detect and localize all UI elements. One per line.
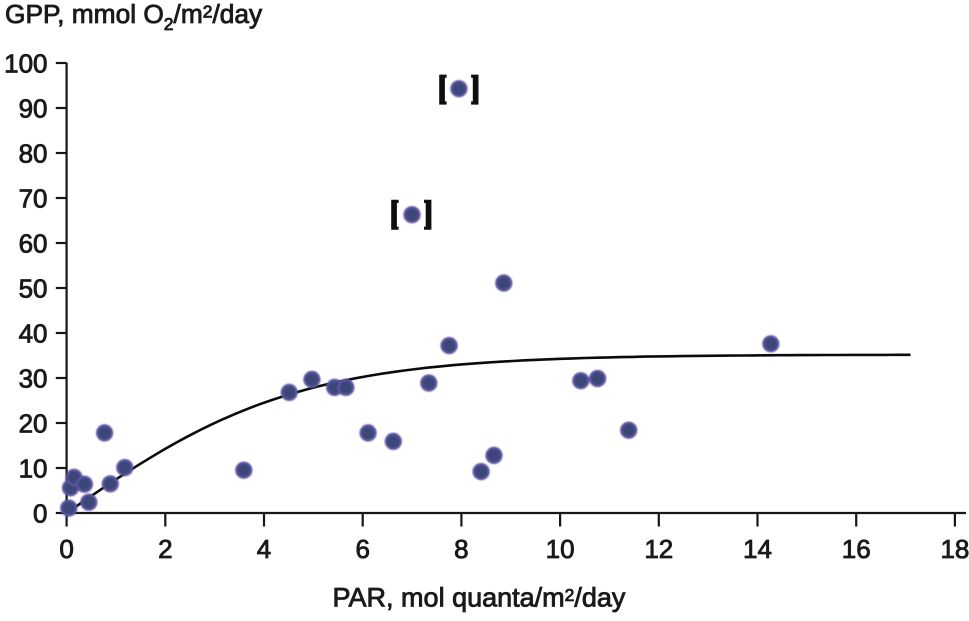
svg-text:8: 8 [454, 534, 468, 564]
svg-text:18: 18 [940, 534, 969, 564]
svg-text:14: 14 [743, 534, 772, 564]
svg-text:70: 70 [19, 184, 48, 214]
svg-text:50: 50 [19, 274, 48, 304]
svg-text:40: 40 [19, 319, 48, 349]
svg-text:12: 12 [644, 534, 673, 564]
svg-text:4: 4 [257, 534, 271, 564]
svg-text:2: 2 [158, 534, 172, 564]
svg-text:PAR, mol quanta/m2/day: PAR, mol quanta/m2/day [333, 582, 626, 612]
svg-text:60: 60 [19, 229, 48, 259]
svg-text:80: 80 [19, 139, 48, 169]
svg-text:10: 10 [546, 534, 575, 564]
svg-text:20: 20 [19, 409, 48, 439]
svg-text:0: 0 [59, 534, 73, 564]
svg-text:GPP, mmol O2/m2/day: GPP, mmol O2/m2/day [5, 0, 263, 34]
svg-text:30: 30 [19, 364, 48, 394]
svg-text:16: 16 [842, 534, 871, 564]
svg-text:100: 100 [4, 49, 47, 79]
svg-text:10: 10 [19, 454, 48, 484]
svg-text:6: 6 [355, 534, 369, 564]
svg-text:90: 90 [19, 94, 48, 124]
svg-text:0: 0 [33, 499, 47, 529]
